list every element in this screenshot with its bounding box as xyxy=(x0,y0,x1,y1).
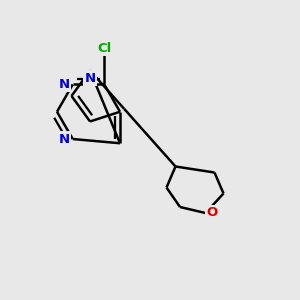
Text: N: N xyxy=(59,133,70,146)
Text: O: O xyxy=(206,206,218,220)
Text: Cl: Cl xyxy=(97,42,111,55)
Text: N: N xyxy=(59,78,70,91)
Text: N: N xyxy=(85,71,96,85)
